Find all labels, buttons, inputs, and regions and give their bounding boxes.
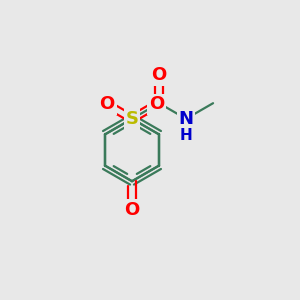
Text: H: H [180,128,192,143]
Text: O: O [149,95,164,113]
Text: S: S [125,110,139,128]
Text: O: O [152,66,166,84]
Text: O: O [100,95,115,113]
Text: N: N [178,110,194,128]
Text: O: O [124,201,140,219]
